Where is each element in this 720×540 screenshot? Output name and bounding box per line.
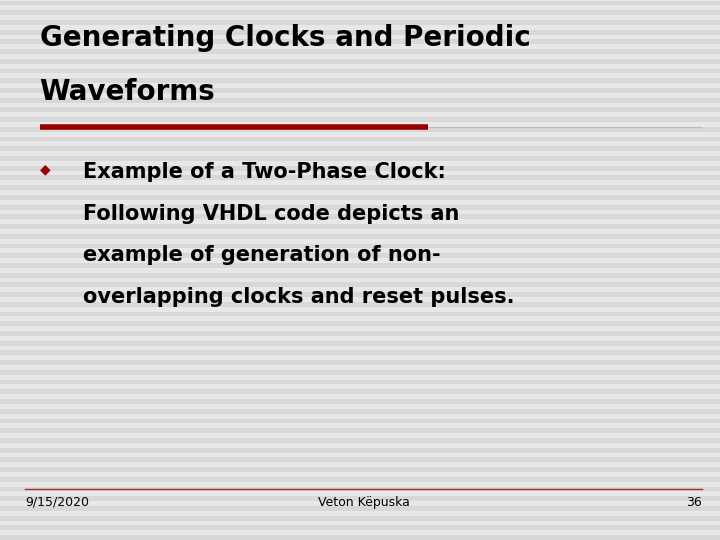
Bar bbox=[0, 20, 720, 25]
Bar bbox=[0, 496, 720, 501]
Bar bbox=[0, 137, 720, 141]
Bar bbox=[0, 69, 720, 73]
Bar bbox=[0, 487, 720, 491]
Bar bbox=[0, 535, 720, 540]
Bar bbox=[0, 448, 720, 453]
Text: 9/15/2020: 9/15/2020 bbox=[25, 496, 89, 509]
Bar bbox=[0, 477, 720, 482]
Bar bbox=[0, 253, 720, 258]
Text: example of generation of non-: example of generation of non- bbox=[83, 245, 441, 265]
Bar bbox=[0, 88, 720, 93]
Bar bbox=[0, 506, 720, 511]
Bar bbox=[0, 292, 720, 297]
Bar bbox=[0, 107, 720, 112]
Bar bbox=[0, 273, 720, 278]
Bar bbox=[0, 516, 720, 521]
Bar bbox=[0, 428, 720, 433]
Bar bbox=[0, 263, 720, 268]
Bar bbox=[0, 312, 720, 316]
Bar bbox=[0, 185, 720, 190]
Bar bbox=[0, 49, 720, 54]
Text: Generating Clocks and Periodic: Generating Clocks and Periodic bbox=[40, 24, 531, 52]
Bar bbox=[0, 59, 720, 64]
Bar bbox=[0, 234, 720, 239]
Bar bbox=[0, 389, 720, 394]
Bar bbox=[0, 166, 720, 171]
Bar bbox=[0, 399, 720, 404]
Bar bbox=[0, 195, 720, 200]
Bar bbox=[0, 39, 720, 44]
Bar bbox=[0, 331, 720, 336]
Bar bbox=[0, 525, 720, 530]
Bar bbox=[0, 302, 720, 307]
Bar bbox=[0, 282, 720, 287]
Text: overlapping clocks and reset pulses.: overlapping clocks and reset pulses. bbox=[83, 287, 514, 307]
Text: Veton Këpuska: Veton Këpuska bbox=[318, 496, 410, 509]
Text: Waveforms: Waveforms bbox=[40, 78, 215, 106]
Bar bbox=[0, 380, 720, 384]
Bar bbox=[0, 457, 720, 462]
Bar bbox=[0, 341, 720, 346]
Bar bbox=[0, 370, 720, 375]
Bar bbox=[0, 467, 720, 472]
Bar bbox=[0, 127, 720, 132]
Bar bbox=[0, 156, 720, 161]
Bar bbox=[0, 146, 720, 151]
Bar bbox=[0, 409, 720, 414]
Bar bbox=[0, 98, 720, 103]
Bar bbox=[0, 10, 720, 15]
Text: ◆: ◆ bbox=[40, 162, 50, 176]
Bar bbox=[0, 350, 720, 355]
Bar bbox=[0, 418, 720, 423]
Text: Following VHDL code depicts an: Following VHDL code depicts an bbox=[83, 204, 459, 224]
Bar bbox=[0, 1, 720, 5]
Bar bbox=[0, 176, 720, 180]
Bar bbox=[0, 214, 720, 219]
Text: 36: 36 bbox=[686, 496, 702, 509]
Bar bbox=[0, 438, 720, 443]
Bar bbox=[0, 244, 720, 248]
Bar bbox=[0, 224, 720, 229]
Bar bbox=[0, 360, 720, 365]
Bar bbox=[0, 78, 720, 83]
Bar bbox=[0, 30, 720, 35]
Bar bbox=[0, 117, 720, 122]
Bar bbox=[0, 205, 720, 210]
Bar bbox=[0, 321, 720, 326]
Text: Example of a Two-Phase Clock:: Example of a Two-Phase Clock: bbox=[83, 162, 446, 182]
